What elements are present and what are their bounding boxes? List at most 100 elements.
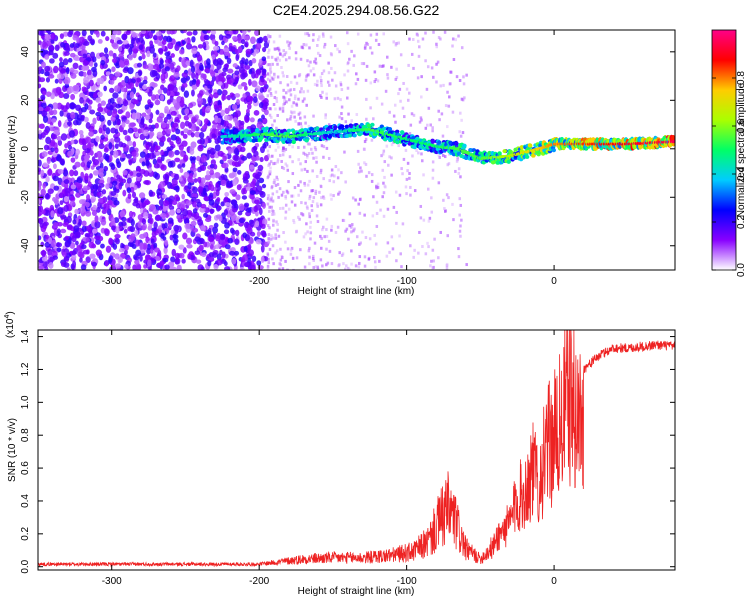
- heatmap-cell: [97, 39, 103, 44]
- heatmap-cell: [198, 244, 204, 252]
- heatmap-cell: [312, 258, 316, 262]
- heatmap-cell: [108, 154, 113, 163]
- heatmap-cell: [200, 266, 205, 270]
- heatmap-cell: [55, 86, 62, 95]
- heatmap-cell: [279, 81, 282, 85]
- heatmap-cell: [311, 38, 315, 42]
- heatmap-cell: [100, 100, 106, 106]
- heatmap-cell: [242, 93, 247, 99]
- heatmap-cell: [277, 195, 280, 199]
- heatmap-cell: [226, 180, 233, 188]
- heatmap-cell: [187, 191, 191, 197]
- heatmap-cell: [334, 230, 338, 234]
- heatmap-cell: [452, 218, 455, 222]
- heatmap-cell: [443, 207, 446, 211]
- heatmap-cell: [398, 193, 402, 197]
- heatmap-cell: [66, 225, 73, 231]
- heatmap-cell: [336, 176, 340, 180]
- heatmap-cell: [172, 86, 178, 93]
- heatmap-cell: [260, 223, 266, 230]
- heatmap-cell: [72, 62, 79, 70]
- heatmap-cell: [211, 54, 216, 60]
- heatmap-cell: [292, 101, 295, 105]
- heatmap-cell: [80, 171, 85, 179]
- heatmap-cell: [276, 62, 279, 66]
- heatmap-cell: [327, 239, 331, 243]
- heatmap-cell: [220, 179, 227, 187]
- heatmap-cell: [143, 264, 148, 269]
- heatmap-cell: [144, 104, 150, 110]
- heatmap-cell: [189, 145, 195, 152]
- heatmap-cell: [292, 87, 296, 91]
- heatmap-cell: [405, 87, 409, 91]
- heatmap-cell: [284, 147, 288, 151]
- heatmap-cell: [229, 189, 236, 195]
- heatmap-cell: [273, 75, 276, 79]
- heatmap-cell: [304, 78, 308, 82]
- heatmap-cell: [459, 224, 462, 228]
- heatmap-cell: [100, 134, 105, 140]
- heatmap-cell: [67, 150, 74, 157]
- heatmap-cell: [74, 56, 81, 61]
- heatmap-cell: [457, 255, 461, 259]
- heatmap-cell: [435, 42, 438, 46]
- heatmap-cell: [197, 144, 204, 152]
- heatmap-cell: [330, 168, 334, 172]
- snr-x-label: Height of straight line (km): [298, 586, 415, 597]
- heatmap-cell: [339, 81, 342, 85]
- heatmap-cell: [258, 177, 265, 184]
- heatmap-cell: [86, 161, 91, 169]
- heatmap-cell: [300, 87, 303, 91]
- heatmap-cell: [330, 224, 334, 228]
- heatmap-cell: [149, 40, 154, 46]
- heatmap-cell: [86, 74, 94, 80]
- heatmap-cell: [395, 210, 398, 214]
- heatmap-cell: [219, 233, 226, 241]
- heatmap-cell: [291, 256, 295, 260]
- heatmap-cell: [268, 155, 271, 159]
- heatmap-cell: [188, 172, 194, 180]
- heatmap-cell: [41, 249, 46, 258]
- heatmap-cell: [268, 172, 272, 176]
- heatmap-cell: [316, 220, 320, 224]
- heatmap-cell: [145, 144, 150, 150]
- heatmap-cell: [325, 234, 329, 238]
- heatmap-cell: [276, 182, 280, 186]
- heatmap-cell: [86, 69, 92, 77]
- heatmap-cell: [45, 175, 50, 183]
- heatmap-cell: [167, 42, 174, 50]
- heatmap-cell: [245, 207, 252, 213]
- heatmap-cell: [401, 106, 405, 110]
- heatmap-cell: [297, 122, 300, 126]
- heatmap-cell: [49, 139, 56, 147]
- heatmap-cell: [306, 89, 310, 93]
- heatmap-cell: [402, 81, 405, 85]
- heatmap-cell: [166, 30, 172, 35]
- heatmap-cell: [229, 92, 235, 98]
- heatmap-cell: [325, 96, 328, 100]
- ridge-cell: [448, 140, 453, 145]
- heatmap-cell: [174, 149, 180, 156]
- heatmap-cell: [266, 63, 270, 67]
- heatmap-cell: [337, 192, 340, 196]
- heatmap-cell: [73, 225, 80, 233]
- heatmap-cell: [432, 265, 435, 269]
- heatmap-cell: [186, 31, 193, 36]
- heatmap-cell: [283, 99, 286, 103]
- heatmap-cell: [129, 171, 134, 176]
- heatmap-cell: [462, 82, 466, 86]
- heatmap-cell: [88, 130, 95, 137]
- heatmap-cell: [391, 247, 395, 251]
- heatmap-cell: [146, 63, 154, 71]
- heatmap-cell: [56, 228, 61, 235]
- heatmap-cell: [169, 75, 176, 82]
- heatmap-cell: [399, 99, 402, 103]
- heatmap-cell: [213, 164, 218, 170]
- heatmap-cell: [386, 241, 390, 245]
- heatmap-cell: [392, 205, 396, 209]
- heatmap-cell: [276, 56, 280, 60]
- heatmap-cell: [272, 218, 275, 222]
- heatmap-cell: [172, 238, 179, 244]
- heatmap-cell: [354, 82, 358, 86]
- heatmap-cell: [314, 61, 318, 65]
